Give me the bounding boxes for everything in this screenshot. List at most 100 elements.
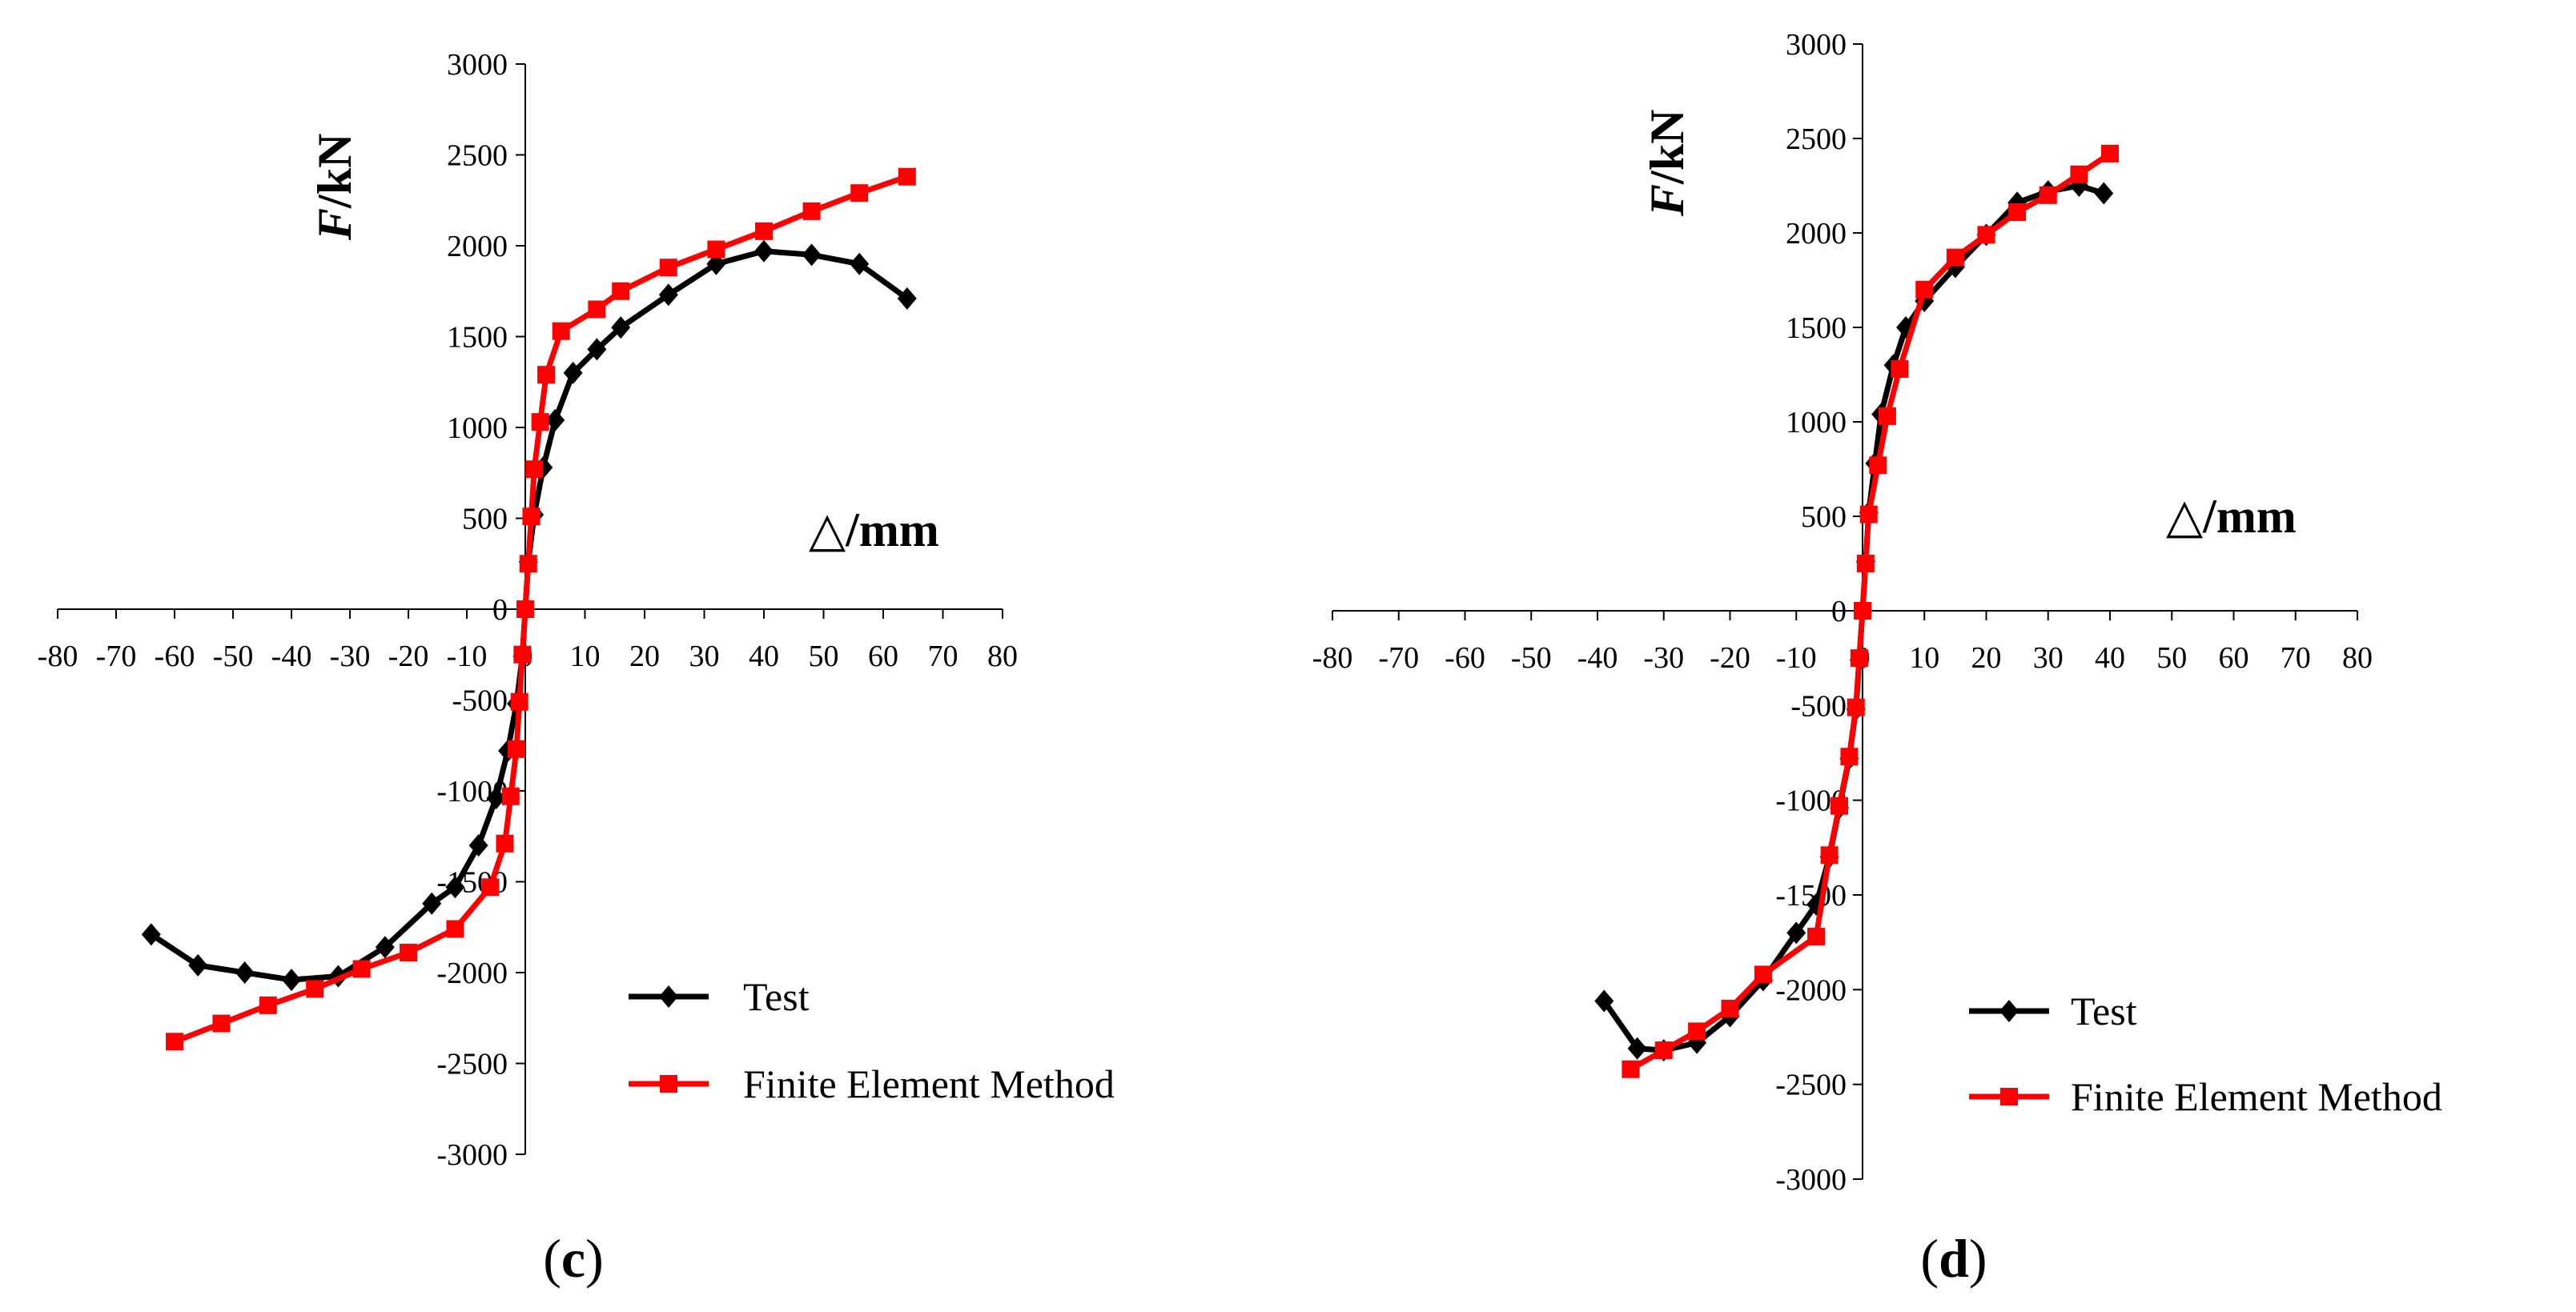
caption-letter: d xyxy=(1939,1228,1969,1289)
data-point-square xyxy=(1688,1022,1706,1041)
series-fem xyxy=(166,167,916,1051)
data-point-square xyxy=(1915,280,1934,299)
legend-item: Test xyxy=(629,974,810,1019)
data-point-square xyxy=(1820,846,1839,865)
y-tick-label: 500 xyxy=(1801,500,1847,534)
data-point-square xyxy=(1754,965,1772,984)
series-line xyxy=(173,174,908,1045)
data-point-diamond xyxy=(658,283,678,307)
x-tick-label: 50 xyxy=(809,640,839,673)
x-tick-label: 80 xyxy=(987,640,1018,673)
x-axis-title: △/mm xyxy=(809,504,939,556)
data-point-square xyxy=(531,413,549,431)
data-point-square xyxy=(522,508,541,526)
data-point-square xyxy=(352,960,371,978)
y-tick-label: 0 xyxy=(1831,595,1847,628)
y-tick-label: -2500 xyxy=(1775,1069,1847,1102)
x-tick-label: -20 xyxy=(1710,641,1750,675)
x-tick-label: -80 xyxy=(1312,641,1353,675)
legend-label: Finite Element Method xyxy=(2071,1074,2442,1119)
data-point-square xyxy=(2070,165,2088,183)
x-tick-label: -40 xyxy=(1577,641,1618,675)
x-tick-label: 40 xyxy=(749,640,779,673)
data-point-square xyxy=(1847,698,1865,716)
caption-letter: c xyxy=(561,1228,585,1289)
y-tick-label: 500 xyxy=(462,503,508,536)
y-tick-label: 2500 xyxy=(447,139,508,173)
y-tick-label: 2500 xyxy=(1786,122,1847,156)
data-point-square xyxy=(501,787,520,805)
data-point-square xyxy=(1807,928,1826,946)
data-point-diamond xyxy=(563,361,583,384)
y-tick-label: 1500 xyxy=(447,321,508,355)
data-point-square xyxy=(1878,407,1896,425)
data-point-square xyxy=(1859,505,1878,524)
data-point-square xyxy=(588,300,606,319)
chart-c: -80 -70 -60 -50 -40 -30 -20 -100 10 20 30 40 50 60 70 8… xyxy=(38,48,1115,1289)
x-tick-label: 80 xyxy=(2342,641,2373,675)
legend-label: Test xyxy=(2071,989,2137,1033)
data-point-diamond xyxy=(188,953,208,977)
x-tick-label: 50 xyxy=(2156,641,2187,675)
data-point-square xyxy=(481,878,500,897)
data-point-square xyxy=(400,944,417,962)
data-point-square xyxy=(2039,186,2057,204)
data-point-diamond xyxy=(235,961,255,984)
x-tick-label: 40 xyxy=(2095,641,2125,675)
data-point-diamond xyxy=(468,834,488,857)
data-point-diamond xyxy=(545,408,565,431)
x-tick-label: -10 xyxy=(447,640,488,673)
x-tick-label: 20 xyxy=(629,640,660,673)
data-point-diamond xyxy=(754,239,774,263)
data-point-diamond xyxy=(587,338,607,361)
data-point-square xyxy=(525,460,544,479)
y-axis-unit: /kN xyxy=(308,134,361,209)
data-point-square xyxy=(510,692,528,711)
data-point-square xyxy=(659,259,677,277)
legend-marker-diamond xyxy=(659,985,678,1008)
legend-item: Finite Element Method xyxy=(1969,1074,2442,1119)
data-point-diamond xyxy=(850,252,870,275)
x-tick-label: -20 xyxy=(388,640,429,673)
data-point-diamond xyxy=(375,936,395,959)
x-tick-label: -60 xyxy=(155,640,195,673)
data-point-square xyxy=(1840,748,1859,766)
x-tick-label: -30 xyxy=(1643,641,1684,675)
y-axis-symbol: F xyxy=(1641,184,1694,217)
data-point-square xyxy=(1654,1041,1673,1060)
data-point-square xyxy=(552,322,570,340)
data-point-square xyxy=(1946,248,1964,267)
data-point-diamond xyxy=(2094,182,2114,205)
y-tick-label: -2000 xyxy=(436,957,508,990)
x-tick-label: 60 xyxy=(868,640,898,673)
y-axis-symbol: F xyxy=(308,208,361,241)
caption-close-paren: ) xyxy=(1969,1228,1987,1289)
y-tick-label: -500 xyxy=(452,684,508,718)
caption-close-paren: ) xyxy=(585,1228,604,1289)
data-point-square xyxy=(1891,359,1909,378)
x-tick-label: 30 xyxy=(2033,641,2064,675)
data-point-square xyxy=(513,645,532,664)
data-point-square xyxy=(1622,1060,1640,1078)
data-point-square xyxy=(612,282,630,300)
data-point-square xyxy=(707,240,725,259)
data-point-square xyxy=(755,222,773,240)
x-tick-label: 70 xyxy=(2281,641,2311,675)
data-point-square xyxy=(516,600,534,618)
panel-caption: (d) xyxy=(1920,1228,1987,1289)
data-point-square xyxy=(1721,1000,1739,1017)
data-point-diamond xyxy=(282,969,301,992)
caption-open-paren: ( xyxy=(543,1228,561,1289)
panel-caption: (c) xyxy=(543,1228,604,1289)
data-point-square xyxy=(496,834,514,853)
data-point-square xyxy=(1831,796,1849,815)
x-axis-title: △/mm xyxy=(2166,490,2297,543)
data-point-diamond xyxy=(611,316,631,339)
x-axis-symbol: △ xyxy=(809,504,846,556)
x-tick-label: -50 xyxy=(213,640,254,673)
x-tick-label: 30 xyxy=(689,640,720,673)
data-point-square xyxy=(212,1014,231,1033)
data-point-square xyxy=(898,167,916,186)
y-tick-label: -3000 xyxy=(436,1138,508,1172)
